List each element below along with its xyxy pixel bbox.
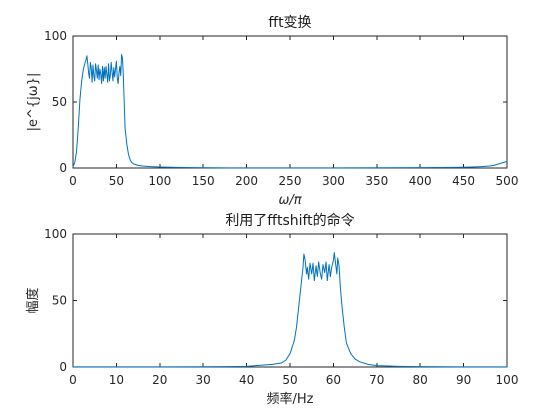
y-tick-label: 100 (44, 227, 67, 241)
x-tick-label: 0 (69, 174, 77, 188)
x-tick-label: 350 (365, 174, 388, 188)
x-tick-label: 250 (279, 174, 302, 188)
y-tick-label: 0 (59, 161, 67, 175)
x-tick-label: 80 (413, 373, 428, 387)
x-tick-label: 300 (322, 174, 345, 188)
y-tick-label: 0 (59, 360, 67, 374)
bottom-plot: 0 10 20 30 40 50 60 70 80 90 100 0 50 100 利用了fftshift的… (25, 212, 518, 407)
x-tick-label: 90 (456, 373, 471, 387)
y-axis-label: 幅度 (25, 287, 41, 313)
x-tick-label: 500 (496, 174, 519, 188)
axes-frame (72, 233, 508, 368)
x-tick-label: 70 (369, 373, 384, 387)
x-tick-label: 200 (235, 174, 258, 188)
x-tick-label: 100 (148, 174, 171, 188)
plot-title: 利用了fftshift的命令 (225, 212, 354, 229)
axes-frame (72, 35, 508, 169)
y-tick-label: 50 (52, 294, 67, 308)
x-tick-label: 150 (192, 174, 215, 188)
series-line (72, 53, 508, 169)
y-tick-label: 100 (44, 29, 67, 43)
x-tick-label: 0 (69, 373, 77, 387)
x-tick-label: 400 (409, 174, 432, 188)
x-axis-label: 频率/Hz (267, 391, 314, 407)
y-axis-label: |e^{jω}| (26, 73, 41, 132)
x-tick-label: 30 (196, 373, 211, 387)
series-line (72, 252, 508, 368)
y-tick-label: 50 (52, 95, 67, 109)
top-plot: 0 50 100 150 200 250 300 350 400 450 500 0 50 100 fft变… (26, 14, 518, 208)
x-tick-label: 50 (109, 174, 124, 188)
x-tick-label: 10 (109, 373, 124, 387)
x-axis-label: ω/π (278, 193, 301, 208)
plot-title: fft变换 (268, 14, 311, 31)
x-tick-label: 20 (152, 373, 167, 387)
x-tick-label: 50 (282, 373, 297, 387)
x-tick-label: 40 (239, 373, 254, 387)
x-tick-label: 450 (452, 174, 475, 188)
x-tick-label: 60 (326, 373, 341, 387)
x-tick-label: 100 (496, 373, 519, 387)
